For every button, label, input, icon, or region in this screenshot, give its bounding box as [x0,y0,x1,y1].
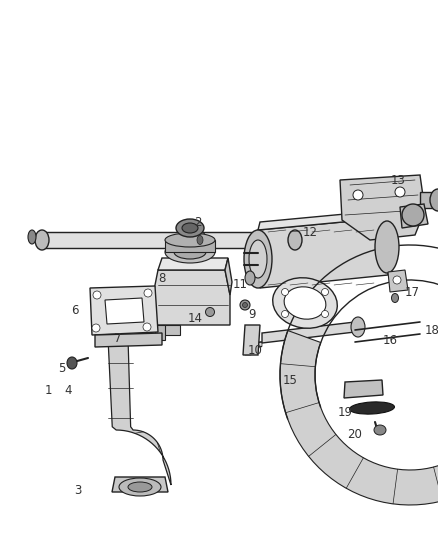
Polygon shape [280,330,438,505]
Ellipse shape [284,287,326,319]
Ellipse shape [35,230,49,250]
Polygon shape [155,325,165,340]
Ellipse shape [282,311,289,318]
Ellipse shape [182,223,198,233]
Ellipse shape [392,294,399,303]
Ellipse shape [205,308,215,317]
Text: 9: 9 [248,309,256,321]
Ellipse shape [197,236,203,245]
Ellipse shape [244,230,272,288]
Ellipse shape [282,288,289,295]
Text: 16: 16 [382,334,398,346]
Polygon shape [42,232,295,248]
Ellipse shape [245,271,255,285]
Polygon shape [340,175,425,240]
Polygon shape [152,270,230,325]
Polygon shape [162,325,180,335]
Text: 6: 6 [71,303,79,317]
Ellipse shape [321,288,328,295]
Ellipse shape [28,230,36,244]
Text: 8: 8 [158,271,166,285]
Polygon shape [388,270,408,292]
Text: 20: 20 [348,429,362,441]
Ellipse shape [243,303,247,308]
Ellipse shape [176,219,204,237]
Ellipse shape [374,425,386,435]
Polygon shape [258,218,388,288]
Ellipse shape [351,317,365,337]
Text: 10: 10 [247,343,262,357]
Text: 1: 1 [44,384,52,397]
Ellipse shape [194,231,206,249]
Ellipse shape [174,245,206,259]
Text: 14: 14 [187,311,202,325]
Ellipse shape [395,187,405,197]
Ellipse shape [144,289,152,297]
Text: 13: 13 [391,174,406,187]
Polygon shape [243,325,260,355]
Ellipse shape [119,478,161,496]
Polygon shape [158,258,228,270]
Ellipse shape [350,402,395,414]
Ellipse shape [165,233,215,247]
Polygon shape [258,210,388,230]
Ellipse shape [273,278,337,328]
Polygon shape [400,204,428,228]
Text: 5: 5 [58,361,66,375]
Ellipse shape [353,190,363,200]
Polygon shape [225,258,232,295]
Text: 4: 4 [64,384,72,397]
Ellipse shape [288,230,302,250]
Ellipse shape [165,241,215,263]
Text: 12: 12 [303,225,318,238]
Polygon shape [105,298,144,324]
Ellipse shape [143,323,151,331]
Text: 17: 17 [405,286,420,298]
Polygon shape [112,477,168,492]
Text: 11: 11 [233,279,247,292]
Ellipse shape [240,300,250,310]
Ellipse shape [402,204,424,226]
Ellipse shape [375,221,399,273]
Text: 19: 19 [338,407,353,419]
Polygon shape [90,286,158,335]
Polygon shape [165,240,215,252]
Ellipse shape [67,357,77,369]
Ellipse shape [430,189,438,211]
Polygon shape [95,333,162,347]
Ellipse shape [321,311,328,318]
Ellipse shape [93,291,101,299]
Text: 7: 7 [114,332,122,344]
Text: 2: 2 [194,215,202,229]
Ellipse shape [128,482,152,492]
Text: 15: 15 [283,374,297,386]
Polygon shape [245,342,262,355]
Ellipse shape [393,276,401,284]
Text: 3: 3 [74,483,82,497]
Ellipse shape [92,324,100,332]
Ellipse shape [249,240,267,278]
Polygon shape [420,192,438,208]
Polygon shape [344,380,383,398]
Polygon shape [262,322,355,343]
Ellipse shape [410,213,420,223]
Text: 18: 18 [424,324,438,336]
Polygon shape [108,338,171,485]
